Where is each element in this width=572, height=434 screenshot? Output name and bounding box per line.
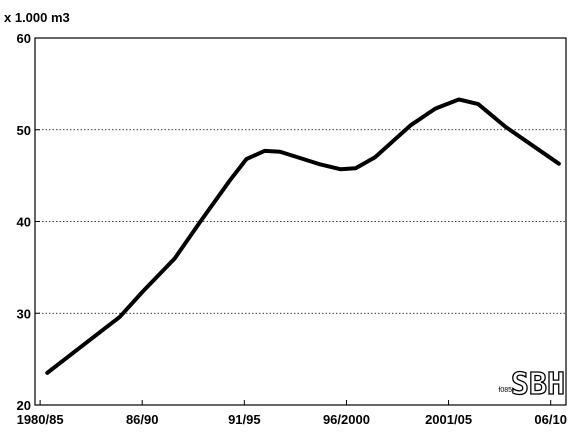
- x-tick-label: 96/2000: [323, 412, 370, 427]
- data-line: [45, 97, 561, 375]
- y-tick-label: 50: [17, 123, 31, 138]
- logo-code: f085: [498, 387, 512, 394]
- y-tick-label: 60: [17, 31, 31, 46]
- x-tick-label: 86/90: [126, 412, 159, 427]
- logo: SBH: [511, 367, 565, 402]
- x-tick-label: 91/95: [228, 412, 261, 427]
- y-tick-label: 30: [17, 306, 31, 321]
- y-tick-label: 40: [17, 215, 31, 230]
- x-tick-label: 2001/05: [425, 412, 472, 427]
- y-tick-label: 20: [17, 398, 31, 413]
- plot-frame: [34, 37, 567, 406]
- y-axis-label: x 1.000 m3: [4, 10, 70, 25]
- x-tick-label: 06/10: [534, 412, 567, 427]
- x-tick-label: 1980/85: [17, 412, 64, 427]
